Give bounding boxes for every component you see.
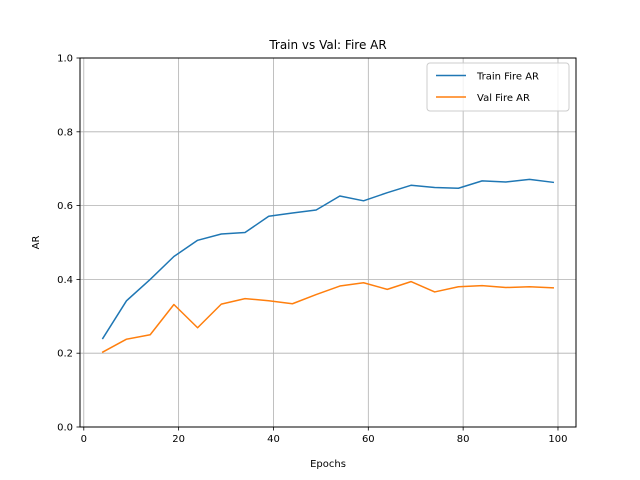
y-tick-label: 1.0 — [57, 54, 73, 65]
x-tick-label: 40 — [267, 434, 280, 445]
series-line-val — [101, 280, 555, 354]
x-tick-label: 100 — [548, 434, 567, 445]
series-layer — [101, 178, 555, 354]
x-axis-label: Epochs — [310, 459, 346, 470]
grid — [80, 57, 576, 428]
y-axis-label: AR — [31, 236, 42, 250]
legend-label-train: Train Fire AR — [476, 72, 539, 83]
x-tick-label: 60 — [362, 434, 375, 445]
series-line-train — [101, 178, 555, 340]
y-tick-label: 0.8 — [57, 127, 73, 138]
y-tick-label: 0.0 — [57, 423, 73, 434]
legend: Train Fire AR Val Fire AR — [426, 62, 570, 112]
x-tick-label: 80 — [457, 434, 470, 445]
chart-title: Train vs Val: Fire AR — [268, 38, 386, 52]
y-tick-label: 0.2 — [57, 349, 73, 360]
y-tick-label: 0.4 — [57, 275, 73, 286]
x-tick-label: 20 — [172, 434, 185, 445]
y-tick-label: 0.6 — [57, 201, 73, 212]
axis-ticks: 0 20 40 60 80 100 0.0 0.2 0.4 0.6 0.8 1.0 — [57, 54, 567, 446]
legend-label-val: Val Fire AR — [477, 93, 530, 104]
plot-frame — [79, 57, 577, 428]
x-tick-label: 0 — [81, 434, 87, 445]
